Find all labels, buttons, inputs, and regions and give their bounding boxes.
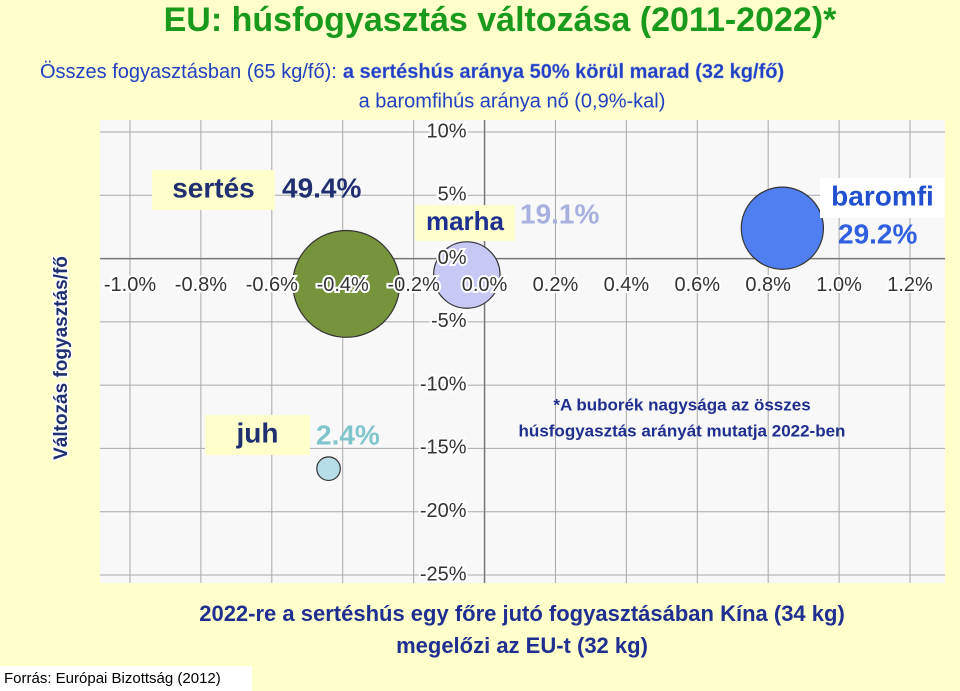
ticks: -1.0% -0.8% -0.6% -0.4% -0.2% 0.0% 0.2% 0.4% 0.6…: [102, 118, 935, 587]
value-label: 2.4%: [316, 419, 380, 450]
subtitle-prefix: Összes fogyasztásban (65 kg/fő):: [40, 61, 337, 83]
value-label: 29.2%: [838, 218, 917, 249]
subtitle-line2: a baromfihús aránya nő (0,9%-kal): [359, 90, 666, 112]
y-axis-label: Változás fogyasztás/fő: [51, 256, 72, 460]
bubble: [316, 456, 341, 482]
legend-label: juh: [236, 417, 279, 448]
y-tick-label: -5%: [431, 310, 467, 332]
annotation: *A buborék nagysága az összes: [553, 395, 810, 414]
source-box: [0, 666, 252, 691]
y-tick-label: 10%: [427, 120, 467, 142]
x-tick-label: -0.6%: [246, 274, 298, 296]
y-tick-label: -25%: [420, 563, 467, 585]
source: Forrás: Európai Bizottság (2012): [4, 670, 221, 687]
legend-box: [415, 205, 515, 241]
value-label: 19.1%: [520, 198, 599, 229]
bubbles: [292, 186, 825, 482]
subtitle: Összes fogyasztásban (65 kg/fő): a sertés…: [40, 61, 784, 83]
x-tick-label: 0.2%: [533, 274, 579, 296]
x-tick-label: -1.0%: [104, 274, 156, 296]
legend-label: marha: [426, 206, 505, 236]
footer: 2022-re a sertéshús egy főre jutó fogyas…: [199, 601, 845, 626]
legend-box: [152, 170, 275, 210]
annotation: húsfogyasztás arányát mutatja 2022-ben: [519, 421, 846, 440]
x-tick-label: 0.0%: [462, 274, 508, 296]
bubble: [292, 229, 401, 338]
x-tick-label: 1.2%: [887, 274, 933, 296]
y-tick-label: -20%: [420, 500, 467, 522]
value-label: 49.4%: [282, 172, 361, 203]
x-tick-label: -0.4%: [317, 274, 369, 296]
y-tick-label: 5%: [438, 184, 467, 206]
x-tick-label: -0.8%: [175, 274, 227, 296]
bubble: [433, 241, 501, 309]
x-tick-label: -0.2%: [388, 274, 440, 296]
legend-label: sertés: [172, 172, 255, 203]
x-tick-label: 0.6%: [674, 274, 720, 296]
y-tick-label: -15%: [420, 437, 467, 459]
y-tick-label: 0%: [438, 247, 467, 269]
y-tick-label: -10%: [420, 373, 467, 395]
subtitle-highlight: a sertéshús aránya 50% körül marad (32 k…: [343, 61, 784, 83]
legend-label: baromfi: [831, 180, 934, 211]
bubble: [740, 186, 825, 270]
footer: megelőzi az EU-t (32 kg): [396, 633, 648, 658]
x-tick-label: 1.0%: [816, 274, 862, 296]
legend-box: [205, 415, 310, 455]
title: EU: húsfogyasztás változása (2011-2022)*: [164, 1, 838, 39]
labels: sertés 49.4% marha 19.1% baromfi 29.2% juh 2.4%: [152, 170, 945, 455]
legend-box: [820, 178, 945, 218]
x-tick-label: 0.8%: [745, 274, 791, 296]
x-tick-label: 0.4%: [604, 274, 650, 296]
